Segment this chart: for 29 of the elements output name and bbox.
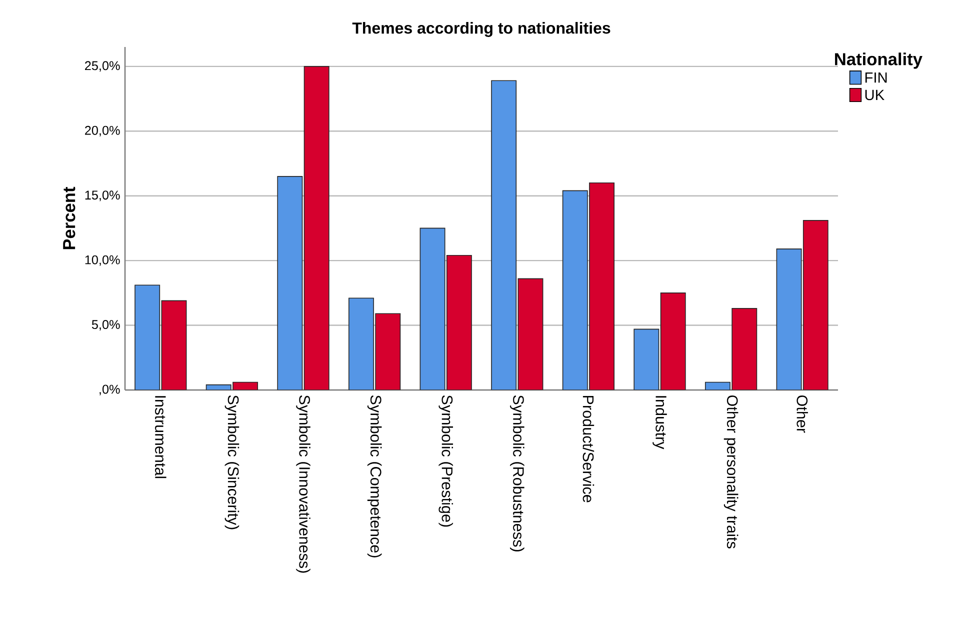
x-tick-label: Symbolic (Prestige) [438, 395, 453, 527]
x-tick-label: Other personality traits [724, 395, 738, 548]
bar [491, 80, 517, 390]
x-tick-label: Instrumental [155, 396, 166, 478]
bar [634, 328, 660, 390]
bar [134, 284, 160, 390]
x-tick-label: Symbolic (Competence) [367, 395, 382, 558]
x-tick-label: Industry [652, 396, 667, 450]
y-tick-label: 25,0% [85, 61, 120, 72]
y-tick-label: ,0% [100, 384, 120, 396]
x-tick-label: Product/Service [582, 396, 594, 502]
bar [277, 176, 303, 390]
y-tick-label: 15,0% [85, 190, 120, 202]
bar [420, 228, 446, 390]
x-tick-label: Symbolic (Innovativeness) [296, 395, 310, 573]
y-tick-label: 10,0% [85, 255, 120, 266]
bar [562, 190, 588, 390]
x-tick-label: Other [796, 395, 808, 433]
chart-title: Themes according to nationalities [352, 22, 610, 37]
legend-label: UK [865, 90, 884, 100]
bar [776, 248, 802, 390]
y-tick-label: 5,0% [92, 320, 120, 331]
x-tick-label: Symbolic (Robustness) [510, 395, 524, 552]
legend-label: FIN [865, 72, 887, 83]
legend-title: Nationality [835, 52, 922, 69]
y-tick-label: 20,0% [85, 126, 120, 136]
y-axis-title: Percent [63, 186, 76, 250]
x-tick-label: Symbolic (Sincerity) [224, 395, 240, 530]
bar [348, 298, 374, 390]
